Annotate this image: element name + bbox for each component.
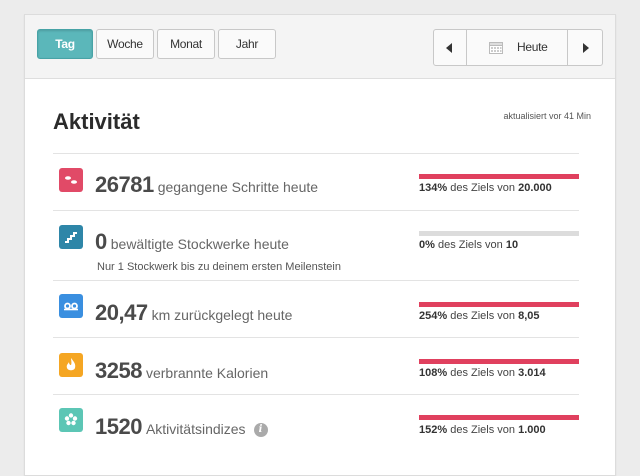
list-item-activity-score[interactable]: 1520 Aktivitätsindizes i 152% des Ziels vo… [53, 394, 579, 465]
period-toolbar: Tag Woche Monat Jahr Heute [25, 15, 615, 79]
list-item-calories[interactable]: 3258 verbrannte Kalorien 108% des Ziels v… [53, 337, 579, 395]
progress-fill [419, 415, 579, 420]
distance-goal: 254% des Ziels von 8,05 [419, 310, 540, 322]
flame-icon [59, 353, 83, 377]
goal-separator: des Ziels von [450, 310, 516, 322]
chevron-right-icon [583, 43, 589, 53]
tab-day[interactable]: Tag [37, 29, 93, 59]
steps-progress-bar [419, 174, 579, 179]
floors-goal-value: 10 [505, 239, 519, 251]
metric-distance: 20,47 km zurückgelegt heute [95, 300, 292, 326]
calories-percent: 108% [419, 367, 448, 379]
goal-separator: des Ziels von [450, 182, 516, 194]
steps-icon [59, 168, 83, 192]
activity-score-progress-bar [419, 415, 579, 420]
goal-separator: des Ziels von [450, 367, 516, 379]
distance-percent: 254% [419, 310, 448, 322]
progress-fill [419, 302, 579, 307]
previous-day-button[interactable] [433, 29, 467, 66]
activity-score-goal-value: 1.000 [518, 424, 546, 436]
list-item-distance[interactable]: 20,47 km zurückgelegt heute 254% des Ziel… [53, 280, 579, 338]
steps-goal: 134% des Ziels von 20.000 [419, 182, 552, 194]
steps-label: gegangene Schritte heute [157, 179, 319, 195]
goal-separator: des Ziels von [450, 424, 516, 436]
floors-goal: 0% des Ziels von 10 [419, 239, 518, 251]
date-label: Heute [517, 40, 548, 54]
flower-icon [59, 408, 83, 432]
progress-fill [419, 174, 579, 179]
metric-steps: 26781 gegangene Schritte heute [95, 172, 318, 198]
activity-card: Tag Woche Monat Jahr Heute Aktivität akt… [24, 14, 616, 476]
distance-goal-value: 8,05 [518, 310, 540, 322]
activity-score-goal: 152% des Ziels von 1.000 [419, 424, 546, 436]
floors-value: 0 [95, 229, 107, 254]
calories-value: 3258 [95, 358, 142, 383]
tab-month[interactable]: Monat [157, 29, 215, 59]
calendar-icon [489, 42, 503, 54]
metric-floors: 0 bewältigte Stockwerke heute [95, 229, 289, 255]
floors-progress-bar [419, 231, 579, 236]
date-picker-button[interactable]: Heute [466, 29, 568, 66]
tab-year[interactable]: Jahr [218, 29, 276, 59]
tab-week[interactable]: Woche [96, 29, 154, 59]
calories-goal-value: 3.014 [518, 367, 546, 379]
stairs-icon [59, 225, 83, 249]
last-updated-label: aktualisiert vor 41 Min [503, 111, 591, 121]
progress-fill [419, 359, 579, 364]
calories-progress-bar [419, 359, 579, 364]
activity-score-value: 1520 [95, 414, 142, 439]
next-day-button[interactable] [567, 29, 603, 66]
distance-icon [59, 294, 83, 318]
activity-score-label: Aktivitätsindizes [145, 421, 246, 437]
distance-label: km zurückgelegt heute [151, 307, 293, 323]
milestone-note: Nur 1 Stockwerk bis zu deinem ersten Mei… [97, 261, 341, 273]
distance-value: 20,47 [95, 300, 148, 325]
list-item-floors[interactable]: 0 bewältigte Stockwerke heute Nur 1 Stock… [53, 210, 579, 281]
metric-activity-score: 1520 Aktivitätsindizes i [95, 414, 268, 440]
info-icon[interactable]: i [253, 423, 268, 437]
distance-progress-bar [419, 302, 579, 307]
steps-goal-value: 20.000 [518, 182, 552, 194]
chevron-left-icon [446, 43, 452, 53]
steps-percent: 134% [419, 182, 448, 194]
floors-label: bewältigte Stockwerke heute [110, 236, 289, 252]
metric-calories: 3258 verbrannte Kalorien [95, 358, 268, 384]
steps-value: 26781 [95, 172, 154, 197]
page-title: Aktivität [53, 109, 140, 134]
goal-separator: des Ziels von [437, 239, 503, 251]
floors-percent: 0% [419, 239, 435, 251]
activity-score-percent: 152% [419, 424, 448, 436]
list-item-steps[interactable]: 26781 gegangene Schritte heute 134% des Z… [53, 153, 579, 211]
calories-goal: 108% des Ziels von 3.014 [419, 367, 546, 379]
calories-label: verbrannte Kalorien [145, 365, 269, 381]
